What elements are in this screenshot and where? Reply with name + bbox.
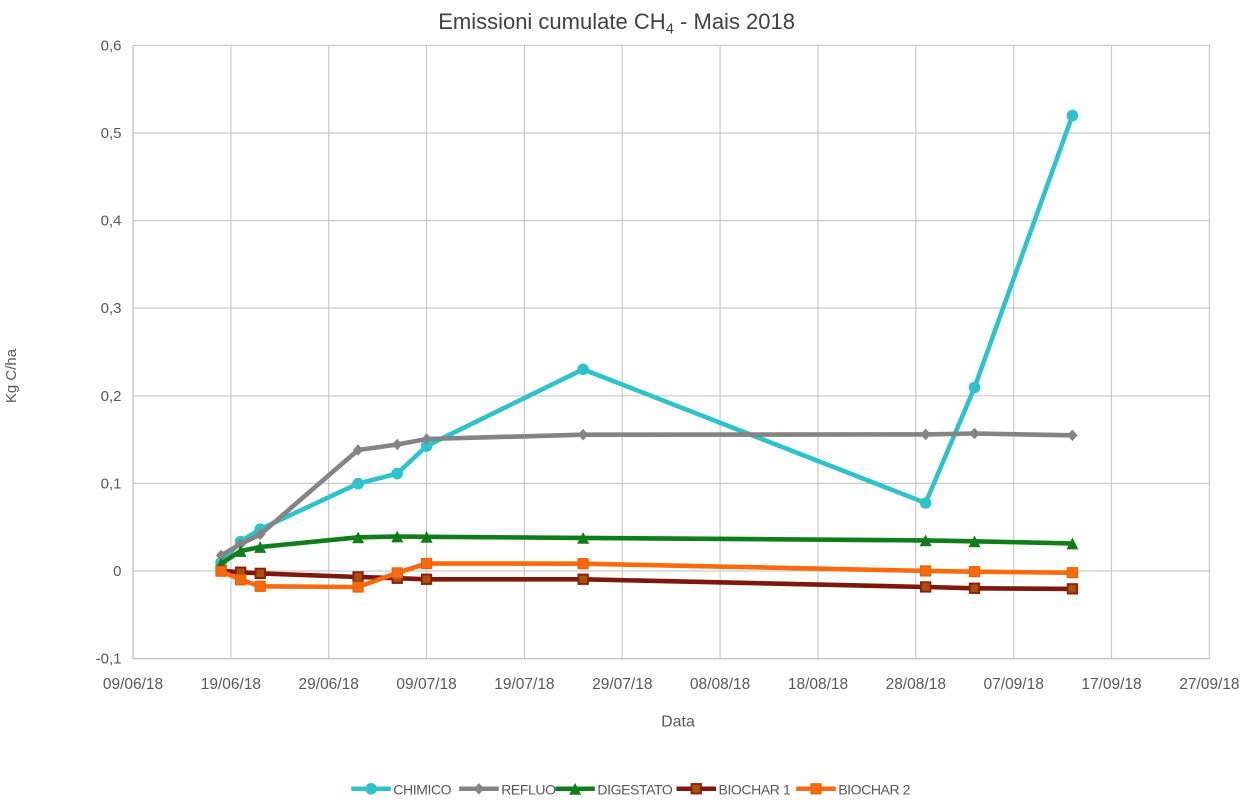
svg-text:Emissioni cumulate CH4 - Mais: Emissioni cumulate CH4 - Mais 2018 [438, 9, 795, 38]
svg-text:0,1: 0,1 [101, 475, 122, 492]
svg-text:BIOCHAR 2: BIOCHAR 2 [838, 781, 910, 797]
svg-text:0,3: 0,3 [101, 300, 122, 317]
svg-text:28/08/18: 28/08/18 [886, 676, 946, 693]
svg-text:07/09/18: 07/09/18 [984, 676, 1044, 693]
svg-text:-0,1: -0,1 [96, 651, 122, 668]
svg-text:29/07/18: 29/07/18 [592, 676, 652, 693]
svg-text:0,4: 0,4 [101, 213, 122, 230]
svg-text:CHIMICO: CHIMICO [393, 781, 451, 797]
svg-text:0: 0 [113, 563, 121, 580]
svg-text:09/06/18: 09/06/18 [103, 676, 163, 693]
svg-text:0,2: 0,2 [101, 388, 122, 405]
svg-text:BIOCHAR 1: BIOCHAR 1 [719, 781, 791, 797]
svg-text:Kg C/ha: Kg C/ha [3, 348, 20, 403]
svg-text:0,6: 0,6 [101, 37, 122, 54]
svg-text:DIGESTATO: DIGESTATO [597, 781, 672, 797]
svg-text:Data: Data [661, 714, 695, 731]
svg-text:18/08/18: 18/08/18 [788, 676, 848, 693]
svg-text:19/06/18: 19/06/18 [201, 676, 261, 693]
svg-text:REFLUO: REFLUO [501, 781, 556, 797]
svg-text:0,5: 0,5 [101, 125, 122, 142]
svg-text:09/07/18: 09/07/18 [396, 676, 456, 693]
svg-text:29/06/18: 29/06/18 [299, 676, 359, 693]
svg-text:19/07/18: 19/07/18 [494, 676, 554, 693]
svg-text:27/09/18: 27/09/18 [1179, 676, 1239, 693]
svg-text:17/09/18: 17/09/18 [1081, 676, 1141, 693]
svg-text:08/08/18: 08/08/18 [690, 676, 750, 693]
